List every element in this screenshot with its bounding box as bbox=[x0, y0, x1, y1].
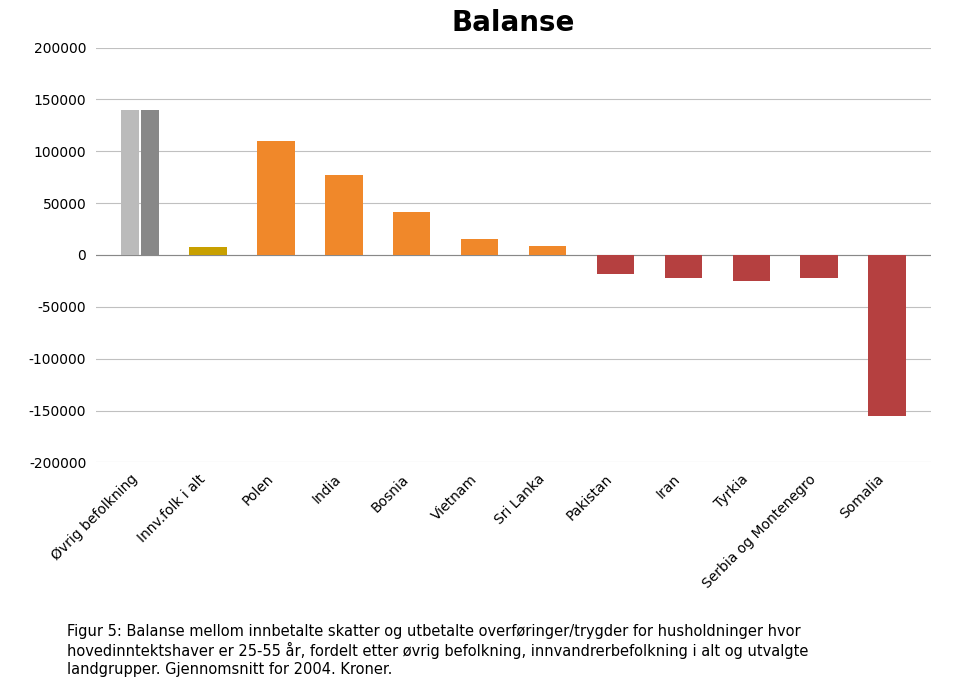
Bar bbox=[664, 255, 702, 278]
Bar bbox=[461, 239, 498, 255]
Bar bbox=[122, 109, 139, 255]
Bar bbox=[529, 245, 566, 255]
Title: Balanse: Balanse bbox=[452, 9, 575, 37]
Text: Figur 5: Balanse mellom innbetalte skatter og utbetalte overføringer/trygder for: Figur 5: Balanse mellom innbetalte skatt… bbox=[67, 624, 808, 677]
Bar bbox=[141, 109, 158, 255]
Bar bbox=[732, 255, 770, 281]
Bar bbox=[257, 141, 295, 255]
Bar bbox=[393, 212, 430, 255]
Bar bbox=[597, 255, 635, 273]
Bar bbox=[801, 255, 838, 278]
Bar bbox=[869, 255, 905, 415]
Bar bbox=[325, 175, 363, 255]
Bar bbox=[189, 247, 227, 255]
